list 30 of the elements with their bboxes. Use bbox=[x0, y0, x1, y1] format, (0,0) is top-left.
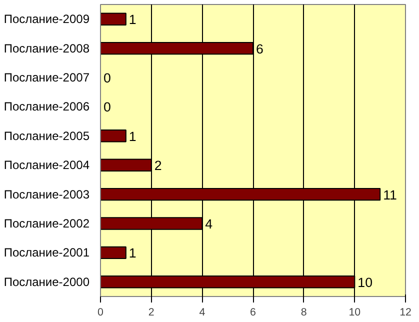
y-tick-label: Послание-2009 bbox=[4, 12, 90, 26]
bar bbox=[100, 130, 126, 142]
data-label: 6 bbox=[256, 41, 264, 56]
x-tick-label: 10 bbox=[348, 306, 361, 318]
data-label: 2 bbox=[154, 158, 162, 174]
bar bbox=[100, 246, 126, 260]
x-tick-label: 0 bbox=[98, 306, 104, 318]
y-tick-label: Послание-2003 bbox=[4, 187, 90, 202]
data-label: 1 bbox=[128, 246, 136, 261]
data-label: 10 bbox=[358, 274, 372, 290]
x-tick-label: 12 bbox=[400, 306, 412, 318]
y-tick-label: Послание-2002 bbox=[4, 216, 90, 230]
data-label: 4 bbox=[205, 216, 214, 232]
data-label: 0 bbox=[104, 70, 111, 86]
x-tick-label: 8 bbox=[300, 306, 307, 318]
y-tick-label: Послание-2000 bbox=[4, 274, 90, 289]
x-tick-label: 6 bbox=[250, 306, 256, 318]
bar bbox=[100, 12, 126, 26]
data-label: 1 bbox=[128, 128, 136, 144]
y-tick-label: Послание-2006 bbox=[4, 100, 90, 114]
data-label: 11 bbox=[383, 187, 397, 202]
data-label: 1 bbox=[128, 12, 136, 28]
y-tick-label: Послание-2004 bbox=[4, 158, 90, 172]
y-tick-label: Послание-2007 bbox=[4, 70, 90, 84]
y-tick-label: Послание-2005 bbox=[4, 128, 90, 143]
y-tick-label: Послание-2001 bbox=[4, 246, 90, 260]
data-label: 0 bbox=[104, 100, 111, 115]
x-tick-label: 4 bbox=[199, 306, 206, 318]
y-tick-label: Послание-2008 bbox=[4, 41, 90, 56]
x-tick-label: 2 bbox=[148, 306, 154, 318]
